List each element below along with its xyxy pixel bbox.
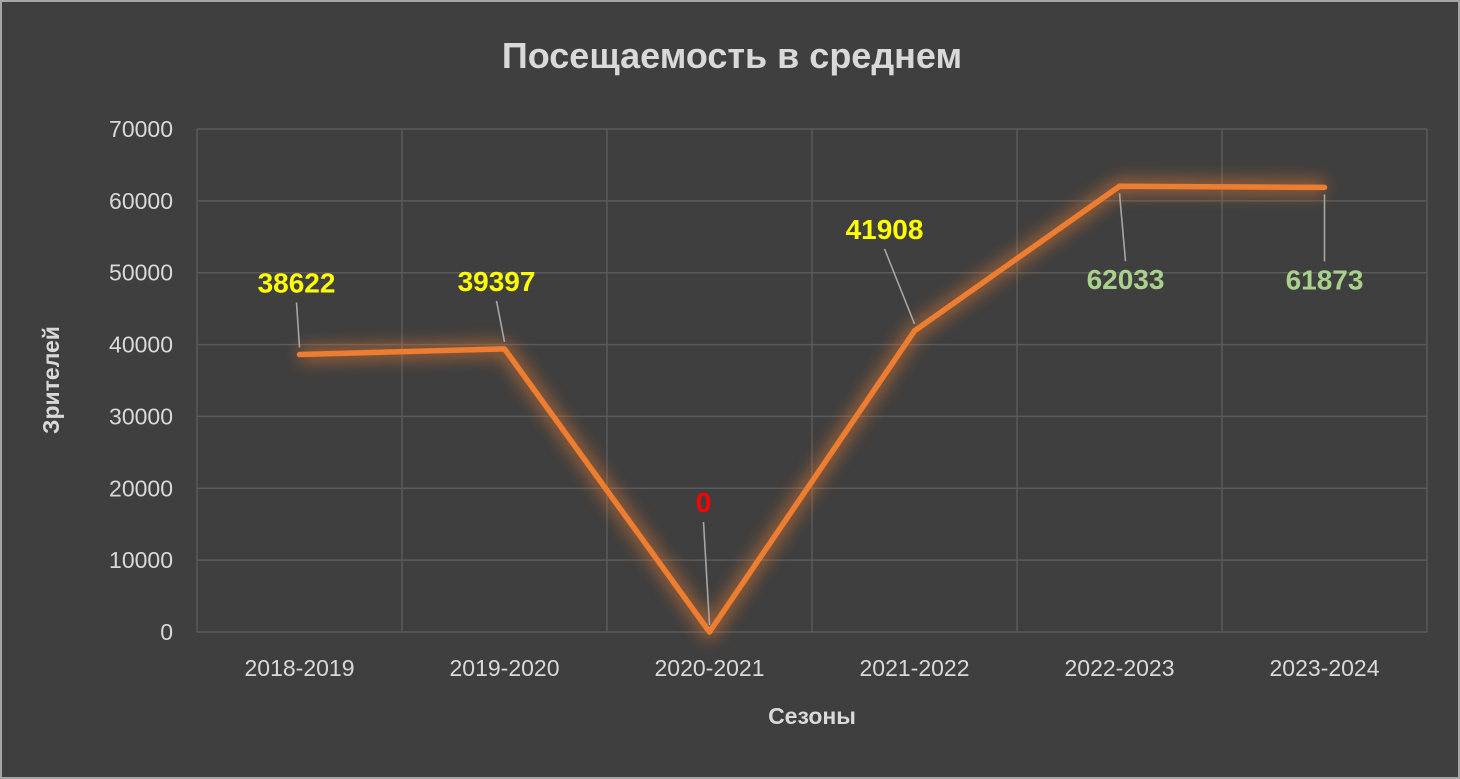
x-tick-label: 2019-2020 <box>450 655 560 681</box>
y-tick-label: 50000 <box>109 260 173 286</box>
label-leader-line <box>495 300 506 343</box>
point-label: 0 <box>696 487 712 518</box>
x-tick-label: 2022-2023 <box>1065 655 1175 681</box>
label-leader-line <box>1118 193 1127 262</box>
y-tick-label: 10000 <box>109 547 173 573</box>
x-tick-label: 2021-2022 <box>860 655 970 681</box>
label-leader-line <box>295 302 301 348</box>
y-axis-title: Зрителей <box>38 326 64 434</box>
y-tick-label: 20000 <box>109 475 173 501</box>
y-tick-label: 70000 <box>109 116 173 142</box>
point-label: 38622 <box>258 267 336 298</box>
y-tick-label: 40000 <box>109 332 173 358</box>
y-tick-label: 0 <box>160 619 173 645</box>
point-label: 39397 <box>458 266 536 297</box>
point-label: 62033 <box>1087 264 1165 295</box>
label-leader-line <box>702 521 711 626</box>
chart-title: Посещаемость в среднем <box>502 35 962 76</box>
y-tick-label: 30000 <box>109 403 173 429</box>
point-label: 41908 <box>846 214 924 245</box>
x-tick-label: 2023-2024 <box>1270 655 1380 681</box>
label-leader-line <box>883 248 916 325</box>
x-axis-title: Сезоны <box>768 703 856 729</box>
x-tick-label: 2018-2019 <box>245 655 355 681</box>
y-tick-label: 60000 <box>109 188 173 214</box>
x-tick-label: 2020-2021 <box>655 655 765 681</box>
point-label: 61873 <box>1286 264 1364 295</box>
series-line <box>296 183 1328 635</box>
